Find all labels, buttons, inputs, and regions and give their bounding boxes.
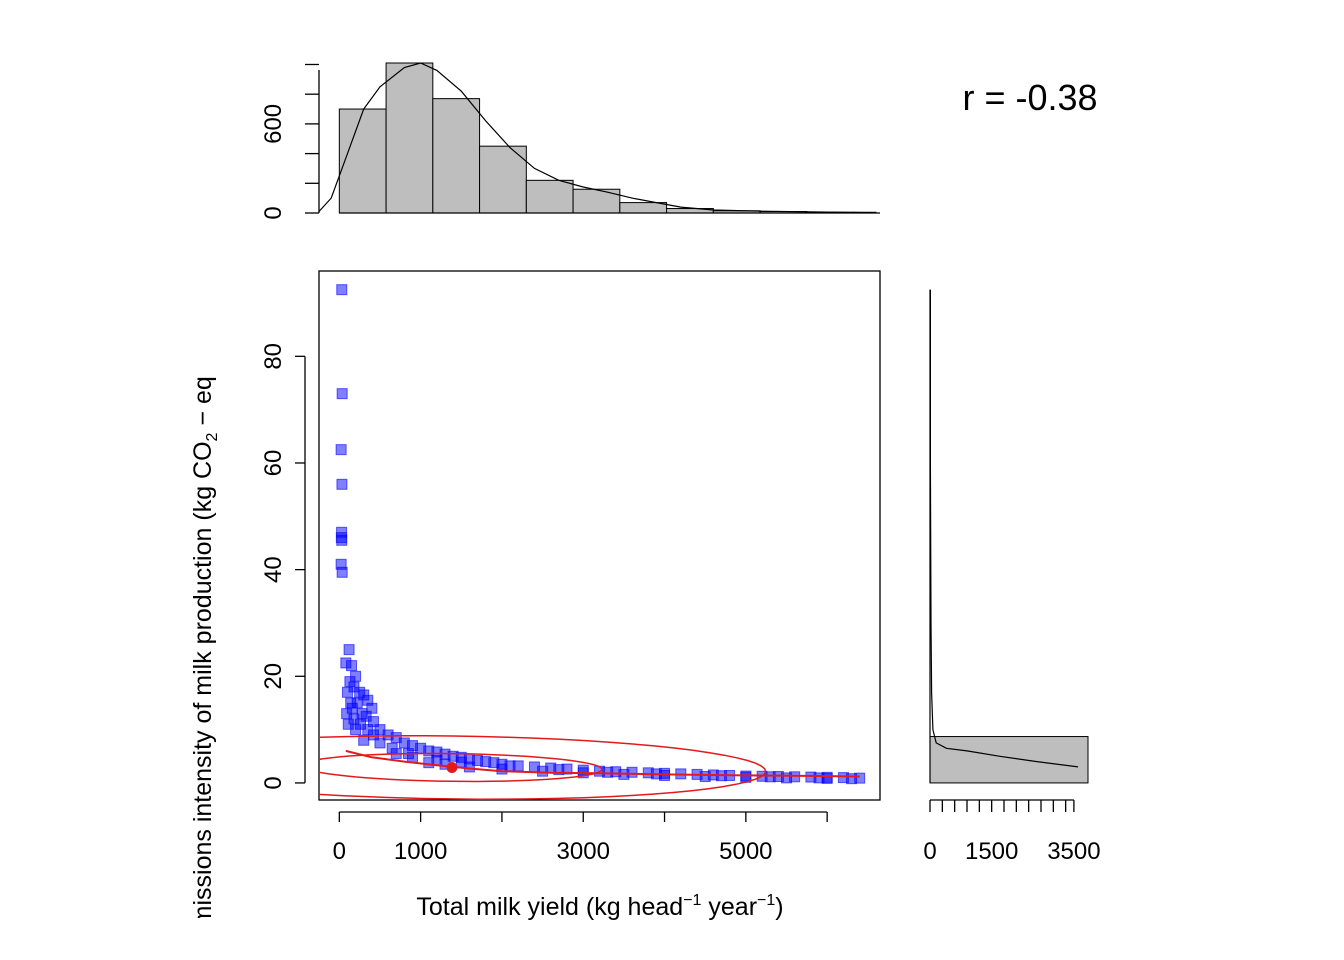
- right-histogram: [929, 289, 1089, 784]
- y-axis-label: Total emissions intensity of milk produc…: [189, 376, 221, 960]
- y-axis-label-end: − eq: [189, 376, 217, 432]
- y-tick-label: 40: [260, 556, 287, 583]
- scatter-point: [813, 772, 825, 784]
- correlation-label: r = -0.38: [962, 77, 1097, 118]
- scatter-point: [553, 764, 565, 776]
- y-axis-label-main: Total emissions intensity of milk produc…: [189, 441, 217, 960]
- top-hist-bar: [572, 188, 621, 214]
- scatter-point: [455, 756, 467, 768]
- main-plot-frame: [318, 270, 881, 801]
- top-hist-bar: [525, 179, 574, 214]
- y-tick-label: 80: [260, 343, 287, 370]
- scatter-point: [346, 660, 358, 672]
- top-histogram: [318, 62, 880, 214]
- x-tick-label: 3000: [557, 838, 610, 865]
- scatter-point: [358, 734, 370, 746]
- scatter-point: [537, 765, 549, 777]
- top-histogram-y-axis: 0 600: [260, 63, 320, 220]
- scatter-point: [336, 284, 348, 296]
- scatter-point: [764, 771, 776, 783]
- ellipse-overlays: [319, 735, 860, 800]
- x-axis-label-sup2: −1: [757, 892, 775, 909]
- scatter-point: [350, 724, 362, 736]
- scatter-point: [336, 478, 348, 490]
- y-axis-label-sub: 2: [204, 432, 221, 441]
- y-tick-label: 20: [260, 663, 287, 690]
- top-hist-bar: [619, 202, 668, 214]
- top-hist-bar: [432, 98, 481, 214]
- right-hist-tick-label: 1500: [965, 838, 1018, 865]
- right-hist-tick-label: 3500: [1047, 838, 1100, 865]
- top-hist-bar: [479, 145, 527, 214]
- x-axis-label-end: ): [775, 893, 783, 921]
- right-hist-tick-label: 0: [923, 838, 936, 865]
- right-hist-density: [929, 289, 1079, 768]
- top-hist-tick-label: 600: [260, 104, 287, 144]
- scatter-point: [343, 644, 355, 656]
- y-tick-label: 60: [260, 450, 287, 477]
- loess-line: [345, 749, 860, 778]
- x-tick-label: 5000: [719, 838, 772, 865]
- scatter-point: [602, 766, 614, 778]
- scatter-point: [341, 686, 353, 698]
- x-axis-label: Total milk yield (kg head−1 year−1): [416, 892, 783, 921]
- top-hist-bar: [385, 62, 434, 214]
- main-y-axis: 0 20 40 60 80: [260, 343, 306, 790]
- scatter-point: [504, 760, 516, 772]
- top-hist-bar: [338, 108, 387, 214]
- x-axis-label-mid: year: [701, 893, 757, 921]
- x-axis-label-main: Total milk yield (kg head: [416, 893, 683, 921]
- mean-point: [446, 761, 458, 773]
- right-histogram-x-axis: 0 1500 3500: [923, 799, 1101, 865]
- right-hist-bar: [929, 736, 1089, 784]
- top-hist-tick-label: 0: [260, 206, 287, 219]
- scatter-point: [699, 771, 711, 783]
- scatter-point: [336, 566, 348, 578]
- top-hist-density: [318, 62, 876, 214]
- main-x-axis: 0 1000 3000 5000: [333, 811, 828, 865]
- ellipse-50: [319, 752, 603, 783]
- scatter-point: [336, 534, 348, 546]
- scatter-point: [336, 388, 348, 400]
- scatter-point: [335, 444, 347, 456]
- x-tick-label: 1000: [394, 838, 447, 865]
- y-tick-label: 0: [260, 776, 287, 789]
- scatter-point: [781, 772, 792, 784]
- scatter-point: [367, 716, 379, 728]
- x-axis-label-sup1: −1: [683, 892, 701, 909]
- scatter-points: [335, 284, 866, 785]
- ellipse-95: [319, 735, 767, 800]
- scatter-point: [374, 737, 386, 749]
- x-tick-label: 0: [333, 838, 346, 865]
- scatter-point: [846, 773, 858, 785]
